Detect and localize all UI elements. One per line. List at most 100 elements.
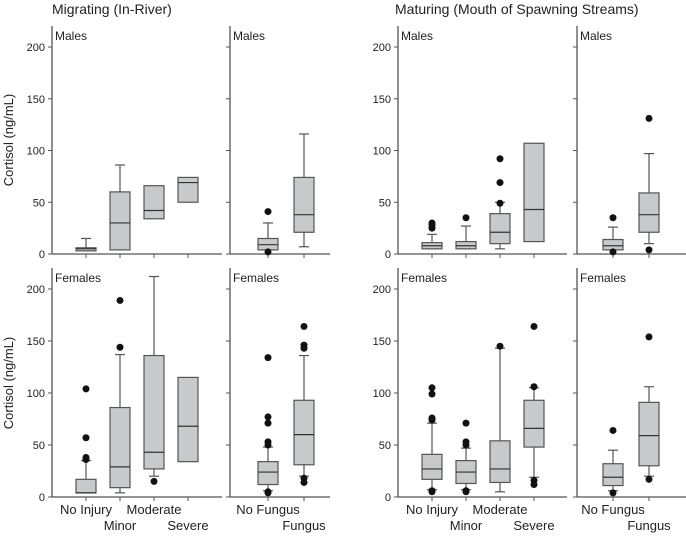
box-iqr xyxy=(177,176,199,203)
group-title-maturing: Maturing (Mouth of Spawning Streams) xyxy=(395,1,639,17)
outlier-point xyxy=(264,248,272,256)
x-tick-label: Severe xyxy=(513,518,554,533)
y-tick-label: 150 xyxy=(373,336,391,348)
x-tick-label: No Injury xyxy=(60,502,113,517)
outlier-point xyxy=(428,390,436,398)
x-tick-label: Moderate xyxy=(473,502,528,517)
y-tick-label: 150 xyxy=(27,336,45,348)
box-iqr xyxy=(75,478,97,494)
outlier-point xyxy=(264,488,272,496)
panel-males-3: Males xyxy=(573,26,686,258)
outlier-point xyxy=(82,434,90,442)
outlier-point xyxy=(609,248,617,256)
outlier-point xyxy=(82,456,90,464)
panel-sex-label: Males xyxy=(233,29,265,43)
box-iqr xyxy=(602,463,624,487)
outlier-point xyxy=(462,438,470,446)
box-iqr xyxy=(638,192,660,233)
outlier-point xyxy=(428,384,436,392)
y-tick-label: 200 xyxy=(373,284,391,296)
panel-sex-label: Females xyxy=(580,271,626,285)
box-iqr xyxy=(523,142,545,243)
x-tick-label: Severe xyxy=(167,518,208,533)
y-tick-label: 0 xyxy=(39,249,45,261)
y-tick-label: 0 xyxy=(39,492,45,504)
box-iqr xyxy=(109,191,131,251)
outlier-point xyxy=(609,426,617,434)
box-iqr xyxy=(109,406,131,489)
panel-sex-label: Males xyxy=(401,29,433,43)
box-iqr xyxy=(143,185,165,220)
x-tick-label: Fungus xyxy=(627,518,671,533)
box-iqr xyxy=(489,440,511,484)
y-tick-label: 50 xyxy=(379,197,391,209)
x-tick-label: No Fungus xyxy=(581,502,645,517)
box-iqr xyxy=(143,354,165,470)
y-tick-label: 150 xyxy=(27,94,45,106)
outlier-point xyxy=(82,385,90,393)
x-tick-label: Minor xyxy=(104,518,137,533)
panel-sex-label: Females xyxy=(401,271,447,285)
panel-females-4: 0 50 100 150 200 Females No InjuryMinorModerat… xyxy=(27,268,222,533)
outlier-point xyxy=(264,208,272,216)
outlier-point xyxy=(150,477,158,485)
x-tick-label: No Injury xyxy=(406,502,459,517)
outlier-point xyxy=(609,214,617,222)
outlier-point xyxy=(300,474,308,482)
x-tick-label: Moderate xyxy=(127,502,182,517)
box-iqr xyxy=(602,238,624,251)
y-tick-label: 100 xyxy=(27,388,45,400)
box-iqr xyxy=(293,176,315,233)
outlier-point xyxy=(264,354,272,362)
panel-males-0: 0 50 100 150 200 Males xyxy=(27,26,222,261)
x-tick-label: No Fungus xyxy=(236,502,300,517)
y-tick-label: 0 xyxy=(385,249,391,261)
box-iqr xyxy=(177,376,199,463)
y-axis-label-bottom: Cortisol (ng/mL) xyxy=(1,337,16,429)
y-tick-label: 50 xyxy=(33,197,45,209)
panel-males-1: Males xyxy=(226,26,330,258)
outlier-point xyxy=(496,199,504,207)
outlier-point xyxy=(264,441,272,449)
outlier-point xyxy=(264,419,272,427)
y-tick-label: 200 xyxy=(27,284,45,296)
panel-sex-label: Males xyxy=(580,29,612,43)
outlier-point xyxy=(609,489,617,497)
x-tick-label: Fungus xyxy=(282,518,326,533)
outlier-point xyxy=(645,475,653,483)
outlier-point xyxy=(530,383,538,391)
y-tick-label: 150 xyxy=(373,94,391,106)
y-tick-label: 200 xyxy=(27,42,45,54)
y-tick-label: 100 xyxy=(373,388,391,400)
outlier-point xyxy=(645,114,653,122)
box-iqr xyxy=(489,213,511,245)
outlier-point xyxy=(428,487,436,495)
y-tick-label: 200 xyxy=(373,42,391,54)
outlier-point xyxy=(496,342,504,350)
outlier-point xyxy=(645,246,653,254)
box-iqr xyxy=(638,401,660,467)
outlier-point xyxy=(462,419,470,427)
y-tick-label: 0 xyxy=(385,492,391,504)
y-tick-label: 50 xyxy=(33,440,45,452)
panel-sex-label: Females xyxy=(55,271,101,285)
outlier-point xyxy=(300,322,308,330)
outlier-point xyxy=(462,487,470,495)
panel-females-6: 0 50 100 150 200 Females No InjuryMinorModerat… xyxy=(373,268,567,533)
outlier-point xyxy=(462,214,470,222)
outlier-point xyxy=(496,155,504,163)
outlier-point xyxy=(116,296,124,304)
outlier-point xyxy=(300,344,308,352)
box-iqr xyxy=(523,399,545,448)
outlier-point xyxy=(428,219,436,227)
y-tick-label: 100 xyxy=(373,146,391,158)
panel-sex-label: Males xyxy=(55,29,87,43)
box-iqr xyxy=(421,453,443,480)
outlier-point xyxy=(530,476,538,484)
y-tick-label: 50 xyxy=(379,440,391,452)
panel-sex-label: Females xyxy=(233,271,279,285)
box-iqr xyxy=(293,399,315,466)
